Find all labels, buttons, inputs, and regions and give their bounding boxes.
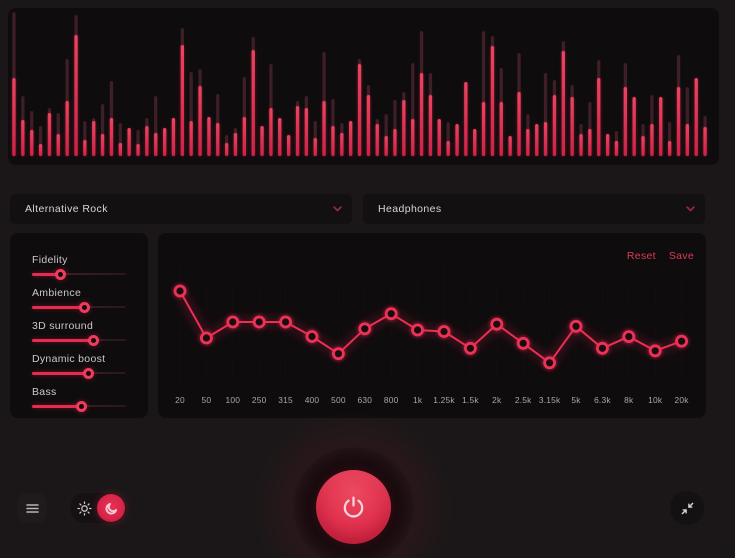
svg-text:2k: 2k [492, 395, 502, 405]
svg-text:1.5k: 1.5k [462, 395, 479, 405]
svg-text:50: 50 [202, 395, 212, 405]
svg-text:1.25k: 1.25k [433, 395, 455, 405]
svg-text:250: 250 [252, 395, 267, 405]
svg-text:20: 20 [175, 395, 185, 405]
svg-text:20k: 20k [675, 395, 690, 405]
svg-text:6.3k: 6.3k [594, 395, 611, 405]
svg-text:3.15k: 3.15k [539, 395, 561, 405]
svg-text:2.5k: 2.5k [515, 395, 532, 405]
svg-text:500: 500 [331, 395, 346, 405]
svg-text:5k: 5k [571, 395, 581, 405]
svg-text:315: 315 [278, 395, 293, 405]
svg-text:630: 630 [358, 395, 373, 405]
svg-text:1k: 1k [413, 395, 423, 405]
svg-text:400: 400 [305, 395, 320, 405]
svg-text:800: 800 [384, 395, 399, 405]
svg-text:100: 100 [226, 395, 241, 405]
svg-text:10k: 10k [648, 395, 663, 405]
svg-text:8k: 8k [624, 395, 634, 405]
